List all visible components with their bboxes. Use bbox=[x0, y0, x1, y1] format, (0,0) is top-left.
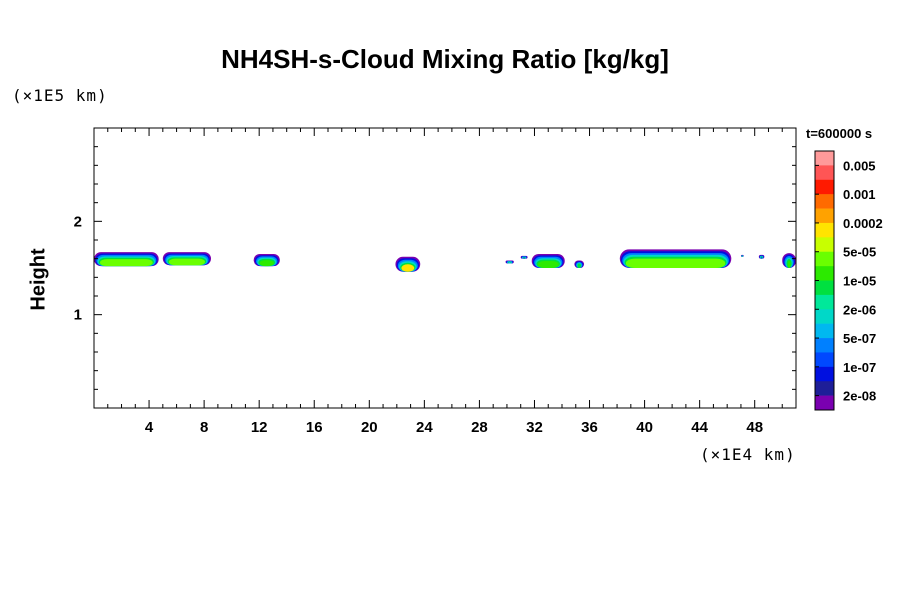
x-tick-label: 36 bbox=[581, 419, 598, 436]
colorbar-label: 1e-07 bbox=[843, 360, 876, 375]
colorbar-cell bbox=[815, 165, 834, 181]
colorbar-cell bbox=[815, 352, 834, 368]
colorbar-label: 0.0002 bbox=[843, 216, 883, 231]
cloud-band bbox=[787, 260, 791, 268]
x-tick-label: 16 bbox=[306, 419, 323, 436]
cloud-band bbox=[625, 258, 726, 268]
cloud-band bbox=[168, 258, 205, 266]
cloud-band bbox=[401, 264, 415, 272]
colorbar-label: 2e-06 bbox=[843, 302, 876, 317]
x-tick-label: 48 bbox=[746, 419, 763, 436]
colorbar-label: 0.001 bbox=[843, 187, 876, 202]
colorbar-label: 5e-07 bbox=[843, 331, 876, 346]
colorbar-label: 2e-08 bbox=[843, 389, 876, 404]
cloud-band bbox=[523, 257, 525, 259]
y-axis-unit: (×1E5 km) bbox=[12, 86, 108, 105]
x-tick-label: 24 bbox=[416, 419, 433, 436]
cloud-patch bbox=[162, 252, 211, 266]
colorbar-cell bbox=[815, 179, 834, 195]
colorbar-cell bbox=[815, 251, 834, 267]
x-tick-label: 40 bbox=[636, 419, 653, 436]
time-label: t=600000 s bbox=[806, 126, 873, 141]
colorbar-label: 5e-05 bbox=[843, 245, 876, 260]
cloud-layer bbox=[94, 249, 796, 272]
colorbar-cell bbox=[815, 395, 834, 411]
colorbar-cell bbox=[815, 237, 834, 253]
chart-title: NH4SH-s-Cloud Mixing Ratio [kg/kg] bbox=[221, 44, 669, 74]
cloud-band bbox=[742, 255, 744, 257]
colorbar-cell bbox=[815, 294, 834, 310]
cloud-patch bbox=[395, 256, 421, 272]
x-tick-label: 8 bbox=[200, 419, 208, 436]
colorbar-cell bbox=[815, 194, 834, 209]
cloud-band bbox=[537, 261, 559, 268]
cloud-band bbox=[578, 264, 581, 268]
colorbar-cell bbox=[815, 266, 834, 281]
colorbar-cell bbox=[815, 381, 834, 396]
colorbar-cell bbox=[815, 280, 834, 296]
cloud-patch bbox=[758, 254, 765, 259]
cloud-band bbox=[100, 259, 153, 267]
x-tick-label: 12 bbox=[251, 419, 268, 436]
x-tick-label: 44 bbox=[691, 419, 708, 436]
colorbar: 0.005 0.001 0.0002 5e-05 1e-05 2e-06 5e-07 1e-0… bbox=[814, 150, 883, 411]
cloud-patch bbox=[94, 252, 159, 267]
cloud-patch bbox=[782, 253, 796, 268]
x-tick-label: 28 bbox=[471, 419, 488, 436]
y-tick-label: 1 bbox=[74, 307, 82, 324]
colorbar-cell bbox=[815, 338, 834, 353]
plot-frame bbox=[93, 127, 797, 409]
cloud-band bbox=[508, 261, 511, 264]
cloud-patch bbox=[531, 254, 565, 268]
colorbar-cell bbox=[815, 366, 834, 382]
cloud-patch bbox=[740, 254, 744, 257]
cloud-band bbox=[259, 260, 274, 267]
cloud-patch bbox=[520, 255, 528, 259]
colorbar-cell bbox=[815, 309, 834, 324]
colorbar-cell bbox=[815, 151, 834, 166]
colorbar-cell bbox=[815, 208, 834, 224]
cloud-patch bbox=[253, 254, 280, 267]
x-tick-label: 32 bbox=[526, 419, 543, 436]
x-tick-label: 20 bbox=[361, 419, 378, 436]
colorbar-label: 1e-05 bbox=[843, 274, 876, 289]
x-tick-label: 4 bbox=[145, 419, 154, 436]
cloud-patch bbox=[574, 260, 585, 268]
cloud-band bbox=[761, 256, 763, 259]
cloud-patch bbox=[505, 260, 514, 264]
colorbar-cell bbox=[815, 323, 834, 339]
cloud-patch bbox=[619, 249, 732, 268]
colorbar-label: 0.005 bbox=[843, 158, 876, 173]
colorbar-cell bbox=[815, 222, 834, 238]
x-axis-unit: (×1E4 km) bbox=[700, 445, 796, 464]
y-tick-label: 2 bbox=[74, 213, 82, 230]
